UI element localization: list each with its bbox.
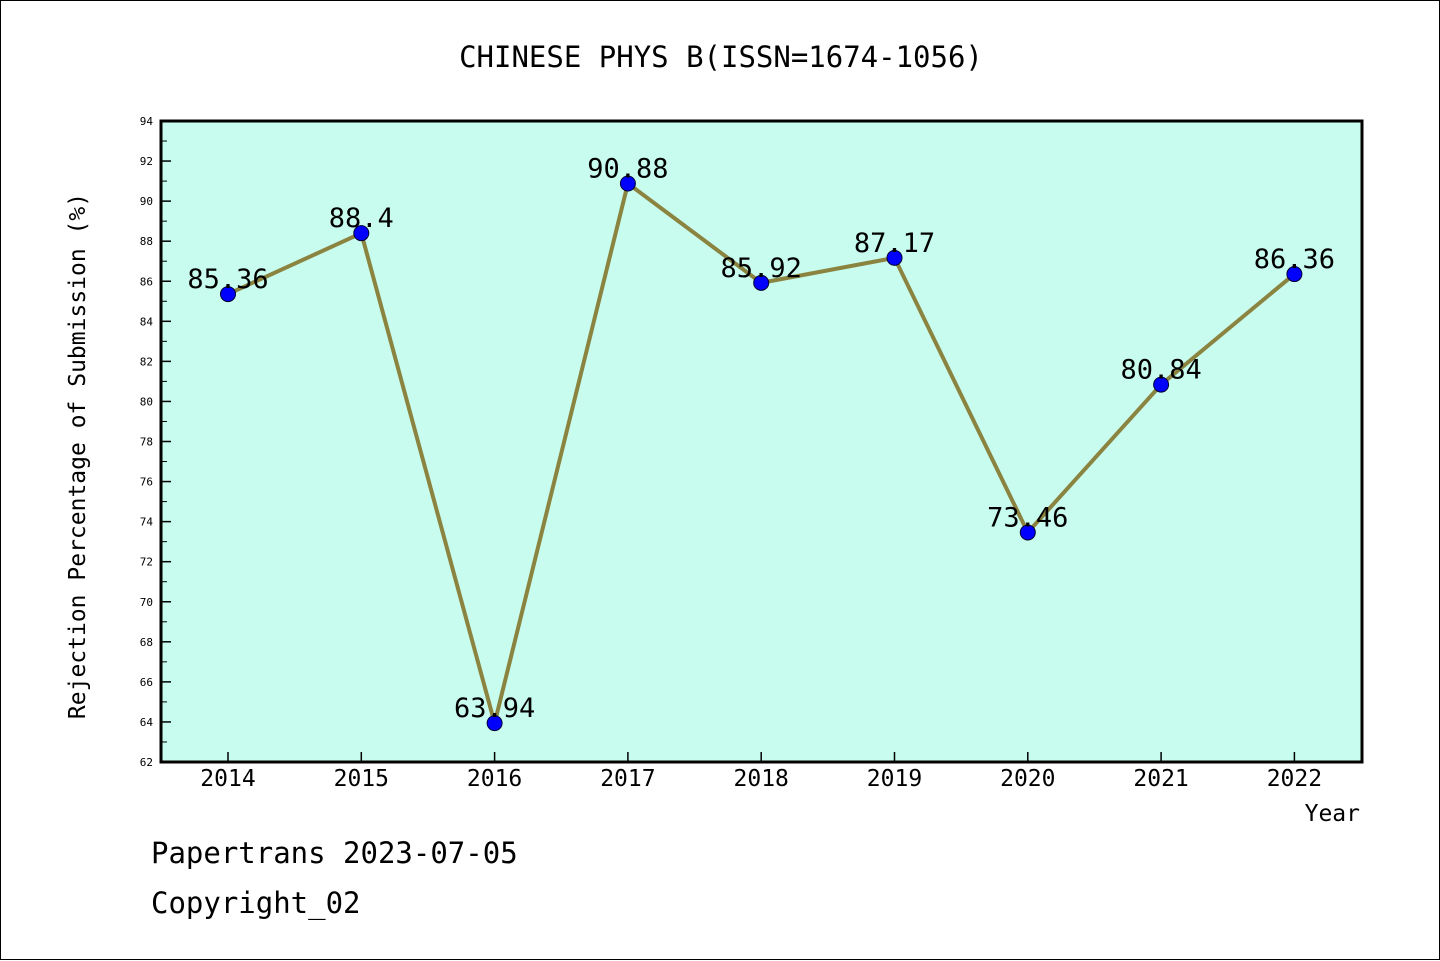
- data-label: 85.36: [187, 264, 268, 295]
- x-axis-label: Year: [1305, 801, 1360, 827]
- y-tick-label: 94: [140, 115, 154, 128]
- data-label: 90.88: [587, 153, 668, 184]
- y-tick-label: 92: [140, 155, 153, 168]
- x-tick-label: 2014: [200, 766, 255, 792]
- y-axis-label: Rejection Percentage of Submission (%): [65, 193, 91, 719]
- x-tick-label: 2017: [600, 766, 655, 792]
- data-label: 63.94: [454, 693, 535, 724]
- y-tick-label: 90: [140, 195, 153, 208]
- footer-copyright: Copyright_02: [151, 886, 361, 920]
- data-point: [619, 175, 636, 192]
- y-tick-label: 86: [140, 275, 153, 288]
- data-point: [1286, 266, 1303, 283]
- data-point: [753, 274, 770, 291]
- data-point: [353, 225, 370, 242]
- y-tick-label: 88: [140, 235, 153, 248]
- data-point: [220, 286, 236, 303]
- y-tick-label: 80: [140, 395, 153, 408]
- x-tick-label: 2022: [1267, 766, 1322, 792]
- y-tick-label: 82: [140, 355, 153, 368]
- y-tick-label: 70: [140, 596, 153, 609]
- data-label: 88.4: [329, 203, 394, 234]
- y-tick-label: 68: [140, 636, 153, 649]
- y-tick-label: 62: [140, 756, 153, 769]
- y-tick-label: 66: [140, 676, 153, 689]
- y-tick-label: 72: [140, 556, 153, 569]
- x-axis: 2014 2015 2016 2017 2018 2019 2020 2021 2022: [200, 752, 1322, 792]
- data-point: [886, 249, 903, 266]
- data-label: 80.84: [1120, 355, 1201, 386]
- data-point: [486, 715, 503, 732]
- x-tick-label: 2019: [867, 766, 922, 792]
- data-point: [1153, 376, 1170, 393]
- x-tick-label: 2020: [1000, 766, 1055, 792]
- y-tick-label: 84: [140, 315, 154, 328]
- x-tick-label: 2016: [467, 766, 522, 792]
- x-tick-label: 2018: [734, 766, 789, 792]
- x-tick-label: 2021: [1133, 766, 1188, 792]
- y-tick-label: 78: [140, 436, 153, 449]
- data-label: 73.46: [987, 502, 1068, 533]
- y-tick-label: 76: [140, 476, 153, 489]
- chart-title: CHINESE PHYS B(ISSN=1674-1056): [459, 40, 983, 74]
- y-axis: 62 64 66 68 70 72 74 76 78 80 82 84 86 88 90 92 94: [140, 115, 171, 769]
- data-label: 85.92: [721, 253, 802, 284]
- footer-date: Papertrans 2023-07-05: [151, 836, 518, 870]
- series-rejection: 85.36 88.4 63.94 90.88 85.92 87.17 73.46 80.84 8…: [187, 153, 1335, 732]
- y-tick-label: 74: [140, 516, 154, 529]
- data-point: [1019, 524, 1036, 541]
- y-tick-label: 64: [140, 716, 154, 729]
- data-label: 87.17: [854, 228, 935, 259]
- x-tick-label: 2015: [334, 766, 389, 792]
- data-label: 86.36: [1254, 244, 1335, 275]
